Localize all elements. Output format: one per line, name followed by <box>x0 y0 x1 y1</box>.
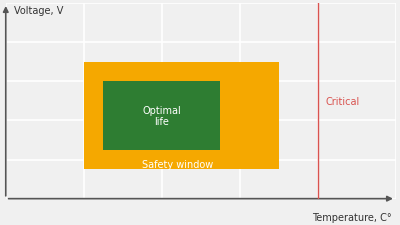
Text: Optimal
life: Optimal life <box>142 105 181 127</box>
Text: Critical: Critical <box>326 97 360 106</box>
FancyBboxPatch shape <box>103 82 220 150</box>
Text: Voltage, V: Voltage, V <box>14 6 63 16</box>
Text: Safety window: Safety window <box>142 160 214 170</box>
Text: Temperature, C°: Temperature, C° <box>312 212 392 222</box>
FancyBboxPatch shape <box>84 63 279 170</box>
